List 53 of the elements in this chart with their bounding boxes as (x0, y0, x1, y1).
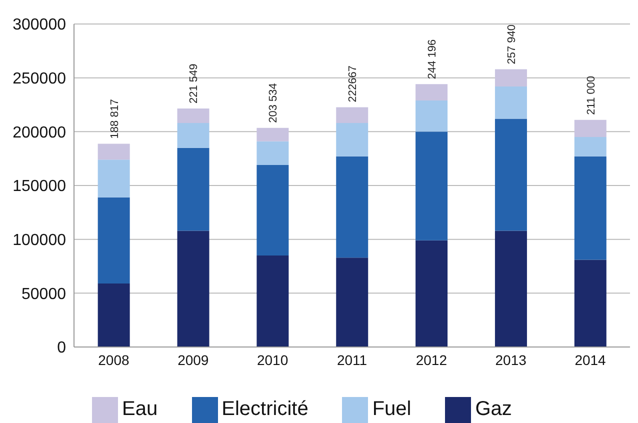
bar (256, 141, 289, 166)
bar (416, 100, 448, 132)
x-tick-label: 2013 (495, 352, 527, 368)
legend-label: Eau (122, 398, 158, 420)
bar (574, 137, 606, 156)
bar (177, 123, 210, 148)
total-label: 222667 (347, 66, 360, 102)
bar (177, 230, 210, 347)
total-label: 221 549 (188, 64, 200, 104)
bar (177, 108, 210, 124)
y-tick-label: 200000 (12, 124, 66, 142)
bar (416, 84, 448, 100)
bar (494, 69, 527, 86)
y-tick-label: 0 (57, 340, 66, 357)
x-tick-label: 2010 (256, 352, 288, 368)
bar (574, 260, 606, 347)
y-tick-label: 150000 (12, 178, 66, 196)
bar (494, 118, 527, 231)
bar (336, 107, 368, 124)
legend-label: Fuel (372, 398, 412, 420)
x-tick-label: 2009 (178, 352, 209, 368)
legend-label: Electricité (222, 398, 308, 420)
total-label: 203 534 (268, 83, 280, 123)
y-tick-label: 250000 (12, 70, 66, 88)
bar (574, 156, 606, 260)
bar (98, 197, 130, 284)
bar (416, 132, 448, 240)
bar (98, 160, 130, 198)
bar (416, 240, 448, 347)
x-tick-label: 2008 (98, 352, 130, 368)
total-label: 188 817 (108, 98, 121, 139)
bar (336, 156, 368, 258)
bar (256, 255, 289, 347)
bar (336, 258, 368, 347)
bar (256, 165, 289, 256)
total-label: 244 196 (426, 39, 439, 80)
x-tick-label: 2011 (336, 352, 368, 368)
bar (574, 120, 606, 138)
x-tick-label: 2012 (416, 352, 448, 368)
bar (336, 123, 368, 156)
bar (98, 283, 130, 347)
bar (256, 128, 289, 142)
bar (494, 86, 527, 119)
y-tick-label: 300000 (12, 16, 66, 34)
total-label: 257 940 (506, 24, 518, 64)
bar (98, 144, 130, 160)
y-tick-label: 50000 (22, 286, 66, 303)
bar (494, 230, 527, 347)
x-tick-label: 2014 (574, 352, 606, 368)
legend-label: Gaz (475, 398, 512, 420)
total-label: 211 000 (585, 76, 598, 115)
bar (177, 148, 210, 231)
y-tick-label: 100000 (12, 232, 66, 250)
